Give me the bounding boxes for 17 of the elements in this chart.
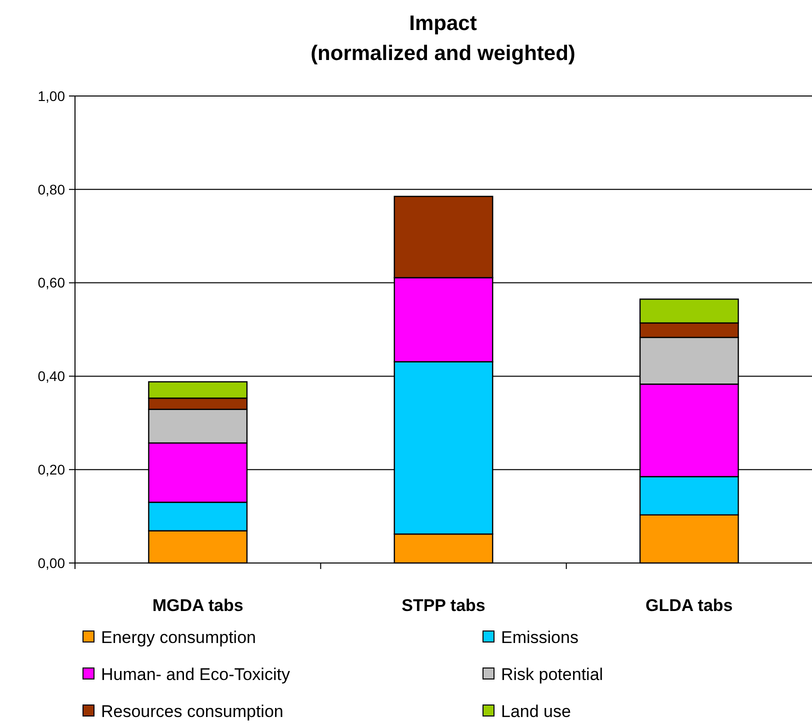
y-tick-label: 0,20 bbox=[38, 462, 66, 478]
y-tick-label: 0,80 bbox=[38, 181, 66, 198]
x-tick-label: MGDA tabs bbox=[152, 596, 244, 615]
legend-label: Energy consumption bbox=[101, 628, 256, 647]
y-tick-label: 0,60 bbox=[38, 274, 66, 291]
x-tick-label: GLDA tabs bbox=[646, 596, 733, 615]
y-tick-label: 1,00 bbox=[38, 88, 66, 104]
chart-subtitle: (normalized and weighted) bbox=[310, 42, 576, 65]
y-tick-label: 0,40 bbox=[38, 368, 66, 384]
legend-label: Resources consumption bbox=[101, 702, 284, 721]
legend-label: Land use bbox=[501, 702, 571, 721]
legend-label: Emissions bbox=[501, 628, 578, 647]
chart-title: Impact bbox=[409, 12, 477, 35]
legend-label: Risk potential bbox=[501, 664, 604, 684]
y-tick-label: 0,00 bbox=[38, 554, 66, 571]
legend-label: Human- and Eco-Toxicity bbox=[101, 664, 290, 684]
x-tick-label: STPP tabs bbox=[402, 596, 486, 615]
